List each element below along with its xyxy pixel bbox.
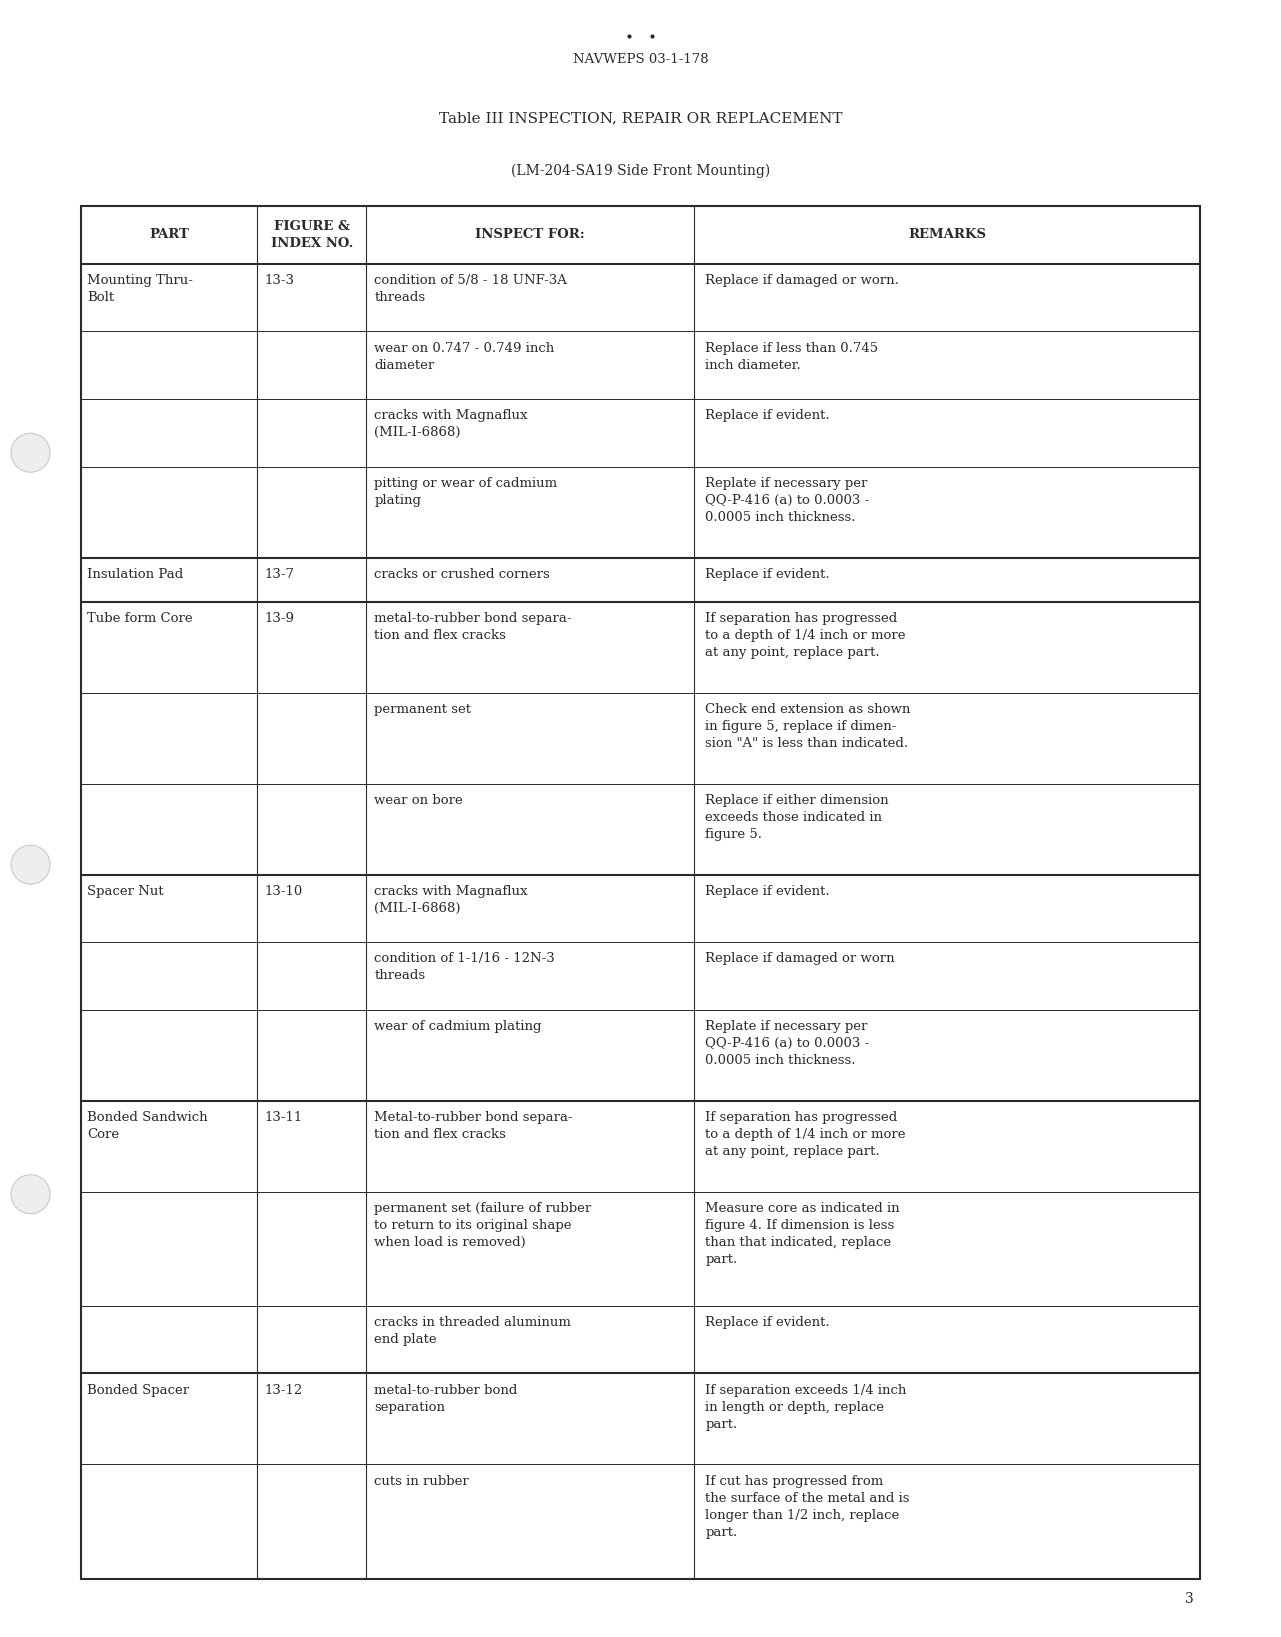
Text: 3: 3 xyxy=(1185,1593,1194,1606)
Text: Replace if either dimension
exceeds those indicated in
figure 5.: Replace if either dimension exceeds thos… xyxy=(706,794,889,841)
Text: 13-11: 13-11 xyxy=(264,1112,302,1125)
Text: cracks in threaded aluminum
end plate: cracks in threaded aluminum end plate xyxy=(374,1316,571,1346)
Text: REMARKS: REMARKS xyxy=(908,228,986,241)
Text: INSPECT FOR:: INSPECT FOR: xyxy=(475,228,585,241)
Text: permanent set: permanent set xyxy=(374,702,471,715)
Text: Replace if less than 0.745
inch diameter.: Replace if less than 0.745 inch diameter… xyxy=(706,342,879,372)
Circle shape xyxy=(12,1175,50,1213)
Text: Bonded Spacer: Bonded Spacer xyxy=(87,1383,190,1396)
Text: NAVWEPS 03-1-178: NAVWEPS 03-1-178 xyxy=(573,52,708,65)
Text: Replate if necessary per
QQ-P-416 (a) to 0.0003 -
0.0005 inch thickness.: Replate if necessary per QQ-P-416 (a) to… xyxy=(706,476,870,524)
Text: wear of cadmium plating: wear of cadmium plating xyxy=(374,1020,542,1033)
Bar xyxy=(81,206,1200,1578)
Text: Bonded Sandwich
Core: Bonded Sandwich Core xyxy=(87,1112,208,1141)
Text: Replace if evident.: Replace if evident. xyxy=(706,409,830,422)
Text: Tube form Core: Tube form Core xyxy=(87,612,193,625)
Text: Replate if necessary per
QQ-P-416 (a) to 0.0003 -
0.0005 inch thickness.: Replate if necessary per QQ-P-416 (a) to… xyxy=(706,1020,870,1067)
Text: Insulation Pad: Insulation Pad xyxy=(87,568,183,581)
Circle shape xyxy=(12,845,50,884)
Text: metal-to-rubber bond
separation: metal-to-rubber bond separation xyxy=(374,1383,518,1414)
Text: Measure core as indicated in
figure 4. If dimension is less
than that indicated,: Measure core as indicated in figure 4. I… xyxy=(706,1202,901,1265)
Text: metal-to-rubber bond separa-
tion and flex cracks: metal-to-rubber bond separa- tion and fl… xyxy=(374,612,571,642)
Text: If separation exceeds 1/4 inch
in length or depth, replace
part.: If separation exceeds 1/4 inch in length… xyxy=(706,1383,907,1431)
Text: cuts in rubber: cuts in rubber xyxy=(374,1475,469,1488)
Text: 13-7: 13-7 xyxy=(264,568,295,581)
Text: Mounting Thru-
Bolt: Mounting Thru- Bolt xyxy=(87,275,193,304)
Text: wear on 0.747 - 0.749 inch
diameter: wear on 0.747 - 0.749 inch diameter xyxy=(374,342,555,372)
Text: If separation has progressed
to a depth of 1/4 inch or more
at any point, replac: If separation has progressed to a depth … xyxy=(706,1112,906,1157)
Text: Replace if evident.: Replace if evident. xyxy=(706,1316,830,1329)
Text: wear on bore: wear on bore xyxy=(374,794,464,807)
Text: cracks with Magnaflux
(MIL-I-6868): cracks with Magnaflux (MIL-I-6868) xyxy=(374,409,528,439)
Text: Metal-to-rubber bond separa-
tion and flex cracks: Metal-to-rubber bond separa- tion and fl… xyxy=(374,1112,573,1141)
Text: condition of 5/8 - 18 UNF-3A
threads: condition of 5/8 - 18 UNF-3A threads xyxy=(374,275,567,304)
Text: Table III INSPECTION, REPAIR OR REPLACEMENT: Table III INSPECTION, REPAIR OR REPLACEM… xyxy=(439,111,842,124)
Text: 13-9: 13-9 xyxy=(264,612,295,625)
Text: 13-3: 13-3 xyxy=(264,275,295,286)
Text: If separation has progressed
to a depth of 1/4 inch or more
at any point, replac: If separation has progressed to a depth … xyxy=(706,612,906,660)
Text: Replace if evident.: Replace if evident. xyxy=(706,568,830,581)
Text: Spacer Nut: Spacer Nut xyxy=(87,886,164,899)
Text: (LM-204-SA19 Side Front Mounting): (LM-204-SA19 Side Front Mounting) xyxy=(511,164,770,178)
Text: Replace if evident.: Replace if evident. xyxy=(706,886,830,899)
Text: pitting or wear of cadmium
plating: pitting or wear of cadmium plating xyxy=(374,476,557,507)
Text: If cut has progressed from
the surface of the metal and is
longer than 1/2 inch,: If cut has progressed from the surface o… xyxy=(706,1475,910,1539)
Text: 13-12: 13-12 xyxy=(264,1383,302,1396)
Circle shape xyxy=(12,434,50,471)
Text: PART: PART xyxy=(149,228,190,241)
Text: Check end extension as shown
in figure 5, replace if dimen-
sion "A" is less tha: Check end extension as shown in figure 5… xyxy=(706,702,911,750)
Text: 13-10: 13-10 xyxy=(264,886,302,899)
Text: Replace if damaged or worn.: Replace if damaged or worn. xyxy=(706,275,899,286)
Text: FIGURE &
INDEX NO.: FIGURE & INDEX NO. xyxy=(270,219,354,250)
Text: cracks with Magnaflux
(MIL-I-6868): cracks with Magnaflux (MIL-I-6868) xyxy=(374,886,528,915)
Text: cracks or crushed corners: cracks or crushed corners xyxy=(374,568,551,581)
Text: permanent set (failure of rubber
to return to its original shape
when load is re: permanent set (failure of rubber to retu… xyxy=(374,1202,592,1249)
Text: Replace if damaged or worn: Replace if damaged or worn xyxy=(706,953,895,966)
Text: condition of 1-1/16 - 12N-3
threads: condition of 1-1/16 - 12N-3 threads xyxy=(374,953,555,982)
